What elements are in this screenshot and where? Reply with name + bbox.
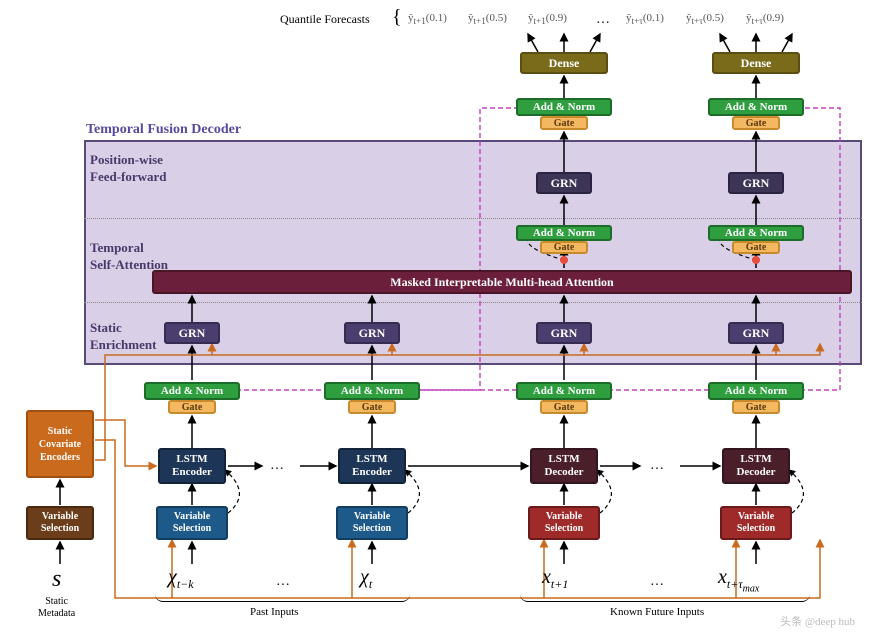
addnorm-att-2: Add & Norm xyxy=(708,225,804,241)
grn-se-3: GRN xyxy=(536,322,592,344)
section-feedforward: Position-wise Feed-forward xyxy=(90,152,167,186)
grn-ff-2: GRN xyxy=(728,172,784,194)
input-static-label: Static Metadata xyxy=(38,596,75,620)
input-past-1: χt−k xyxy=(168,566,194,592)
grn-se-4: GRN xyxy=(728,322,784,344)
varsel-static: Variable Selection xyxy=(26,506,94,540)
varsel-fut-1: Variable Selection xyxy=(528,506,600,540)
varsel-past-2: Variable Selection xyxy=(336,506,408,540)
lstm-dec-2: LSTM Decoder xyxy=(722,448,790,484)
gate-b-1: Gate xyxy=(168,400,216,414)
addnorm-att-1: Add & Norm xyxy=(516,225,612,241)
gate-att-2: Gate xyxy=(732,241,780,254)
addnorm-b-3: Add & Norm xyxy=(516,382,612,400)
gate-b-2: Gate xyxy=(348,400,396,414)
gate-top-2: Gate xyxy=(732,116,780,130)
decoder-title: Temporal Fusion Decoder xyxy=(86,122,241,138)
section-enrichment: Static Enrichment xyxy=(90,320,156,354)
brace-future xyxy=(520,594,810,602)
future-label: Known Future Inputs xyxy=(610,606,704,619)
brace-past xyxy=(155,594,410,602)
quantile-2-1: ŷt+τ(0.1) xyxy=(626,12,664,26)
varsel-fut-2: Variable Selection xyxy=(720,506,792,540)
varsel-past-1: Variable Selection xyxy=(156,506,228,540)
dense-block-1: Dense xyxy=(520,52,608,74)
quantile-header: Quantile Forecasts xyxy=(280,12,370,26)
quantile-1-3: ŷt+1(0.9) xyxy=(528,12,567,26)
quantile-2-3: ŷt+τ(0.9) xyxy=(746,12,784,26)
gate-b-4: Gate xyxy=(732,400,780,414)
addnorm-top-2: Add & Norm xyxy=(708,98,804,116)
lstm-dots-1: … xyxy=(270,458,286,474)
quantile-1-1: ŷt+1(0.1) xyxy=(408,12,447,26)
input-fut-1: xt+1 xyxy=(542,566,568,592)
input-dots-2: … xyxy=(650,574,666,590)
quantile-dots: … xyxy=(596,12,612,28)
static-encoder: Static Covariate Encoders xyxy=(26,410,94,478)
section-attention: Temporal Self-Attention xyxy=(90,240,168,274)
grn-se-1: GRN xyxy=(164,322,220,344)
grn-ff-1: GRN xyxy=(536,172,592,194)
lstm-enc-1: LSTM Encoder xyxy=(158,448,226,484)
addnorm-b-2: Add & Norm xyxy=(324,382,420,400)
input-static: s xyxy=(52,566,61,593)
input-past-2: χt xyxy=(360,566,372,592)
watermark: 头条 @deep hub xyxy=(780,613,855,629)
lstm-dots-2: … xyxy=(650,458,666,474)
section-divider-2 xyxy=(84,302,862,303)
grn-se-2: GRN xyxy=(344,322,400,344)
past-label: Past Inputs xyxy=(250,606,299,619)
input-dots-1: … xyxy=(276,574,292,590)
addnorm-b-4: Add & Norm xyxy=(708,382,804,400)
addnorm-b-1: Add & Norm xyxy=(144,382,240,400)
lstm-dec-1: LSTM Decoder xyxy=(530,448,598,484)
mha-block: Masked Interpretable Multi-head Attentio… xyxy=(152,270,852,294)
dense-block-2: Dense xyxy=(712,52,800,74)
gate-b-3: Gate xyxy=(540,400,588,414)
lstm-enc-2: LSTM Encoder xyxy=(338,448,406,484)
quantile-1-2: ŷt+1(0.5) xyxy=(468,12,507,26)
gate-att-1: Gate xyxy=(540,241,588,254)
section-divider-1 xyxy=(84,218,862,219)
red-dot-2 xyxy=(752,256,760,264)
quantile-2-2: ŷt+τ(0.5) xyxy=(686,12,724,26)
red-dot-1 xyxy=(560,256,568,264)
gate-top-1: Gate xyxy=(540,116,588,130)
input-fut-2: xt+τmax xyxy=(718,566,759,594)
addnorm-top-1: Add & Norm xyxy=(516,98,612,116)
